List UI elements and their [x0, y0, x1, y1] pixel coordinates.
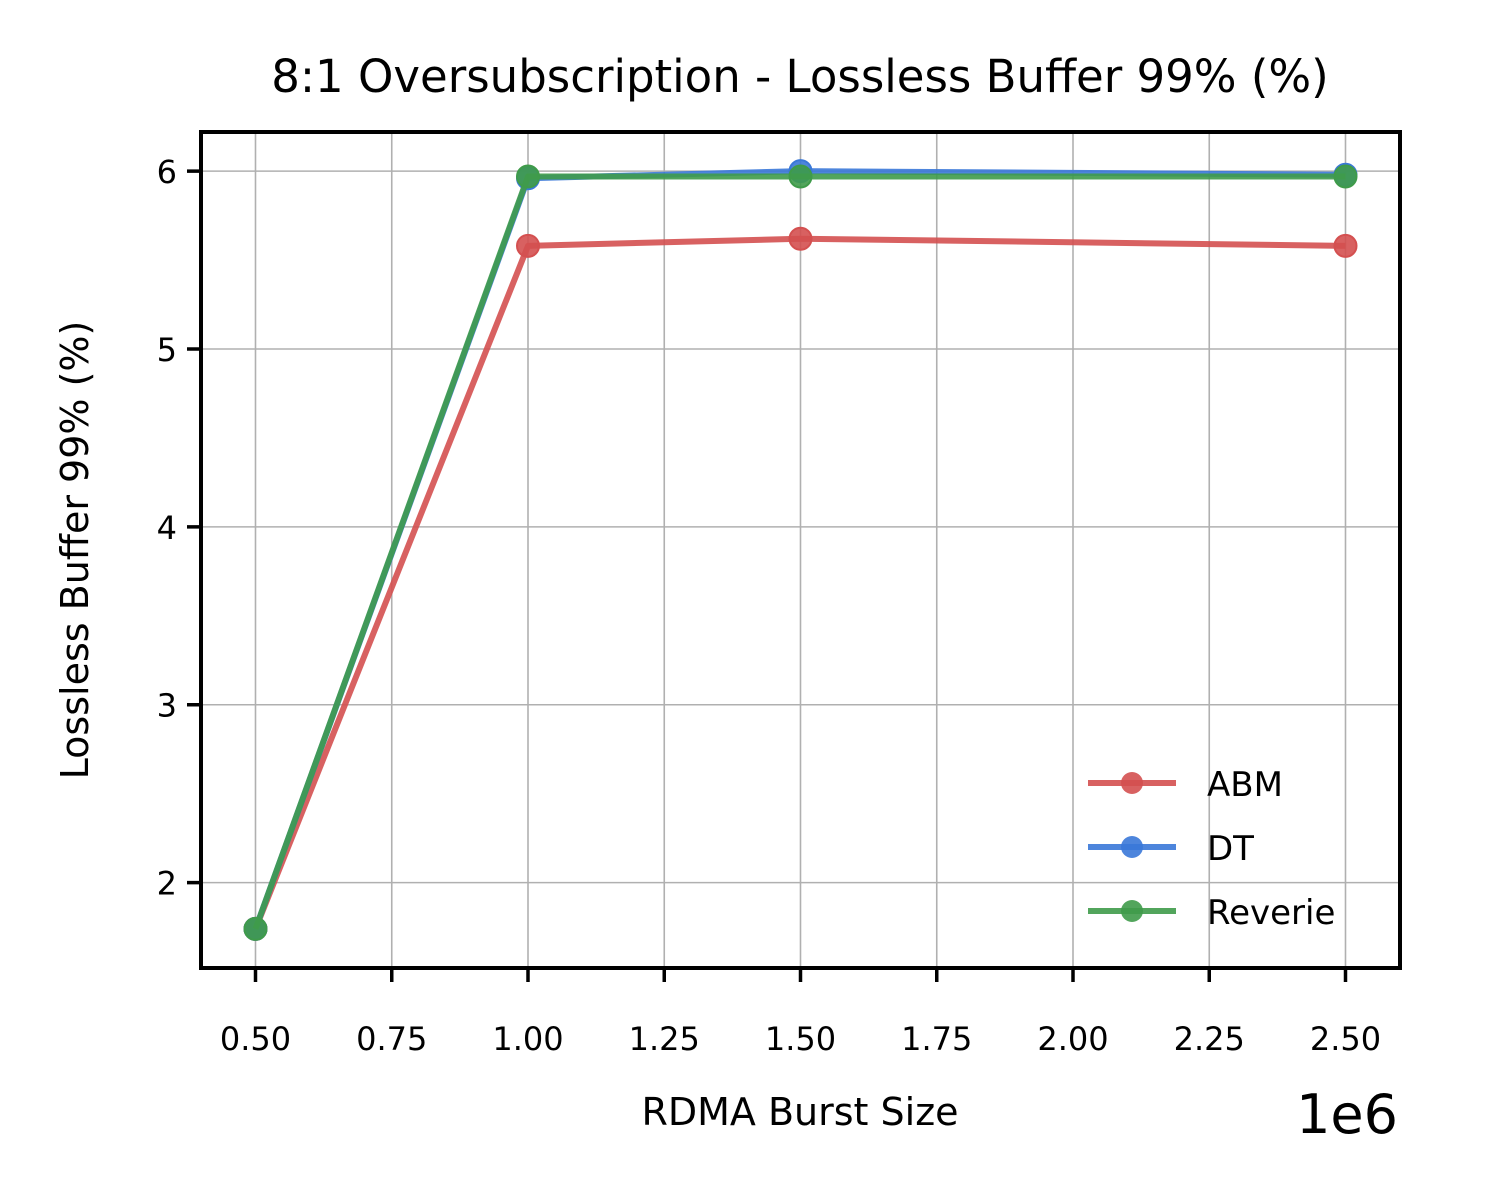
- data-point: [1333, 164, 1358, 189]
- legend-marker: [1121, 772, 1143, 794]
- x-tick-label: 1.50: [765, 1020, 836, 1058]
- x-axis-label: RDMA Burst Size: [641, 1090, 958, 1134]
- y-tick-label: 6: [157, 153, 177, 191]
- data-point: [788, 226, 813, 251]
- series-line-abm: [252, 235, 1346, 930]
- series-layer: [243, 159, 1358, 941]
- y-tick-label: 5: [157, 331, 177, 369]
- data-point: [1333, 233, 1358, 258]
- legend: ABM DT Reverie: [1088, 765, 1335, 933]
- x-tick-label: 2.25: [1174, 1020, 1245, 1058]
- x-tick-label: 2.50: [1310, 1020, 1381, 1058]
- series-line-reverie: [252, 173, 1346, 930]
- legend-label: ABM: [1207, 765, 1283, 805]
- x-tick-label: 1.00: [492, 1020, 563, 1058]
- legend-marker: [1121, 836, 1143, 858]
- y-axis-label: Lossless Buffer 99% (%): [53, 321, 97, 780]
- legend-label: DT: [1207, 829, 1254, 869]
- x-tick-label: 1.25: [629, 1020, 700, 1058]
- legend-label: Reverie: [1207, 893, 1335, 933]
- x-tick-label: 1.75: [901, 1020, 972, 1058]
- legend-item-dt: DT: [1088, 829, 1254, 869]
- x-tick-label: 0.75: [356, 1020, 427, 1058]
- y-axis-ticks: 2 3 4 5 6: [157, 153, 201, 903]
- y-tick-label: 4: [157, 509, 177, 547]
- y-tick-label: 3: [157, 687, 177, 725]
- series-reverie: [243, 164, 1358, 941]
- x-tick-label: 0.50: [220, 1020, 291, 1058]
- x-tick-label: 2.00: [1037, 1020, 1108, 1058]
- x-axis-offset-text: 1e6: [1296, 1083, 1398, 1146]
- legend-item-abm: ABM: [1088, 765, 1283, 805]
- chart-title: 8:1 Oversubscription - Lossless Buffer 9…: [271, 50, 1328, 103]
- data-point: [788, 164, 813, 189]
- x-axis-ticks: 0.50 0.75 1.00 1.25 1.50 1.75 2.00 2.25 2.50: [220, 968, 1381, 1058]
- legend-item-reverie: Reverie: [1088, 893, 1335, 933]
- data-point: [516, 164, 540, 189]
- data-point: [243, 916, 268, 941]
- data-point: [516, 233, 540, 258]
- legend-marker: [1121, 900, 1143, 922]
- y-tick-label: 2: [157, 865, 177, 903]
